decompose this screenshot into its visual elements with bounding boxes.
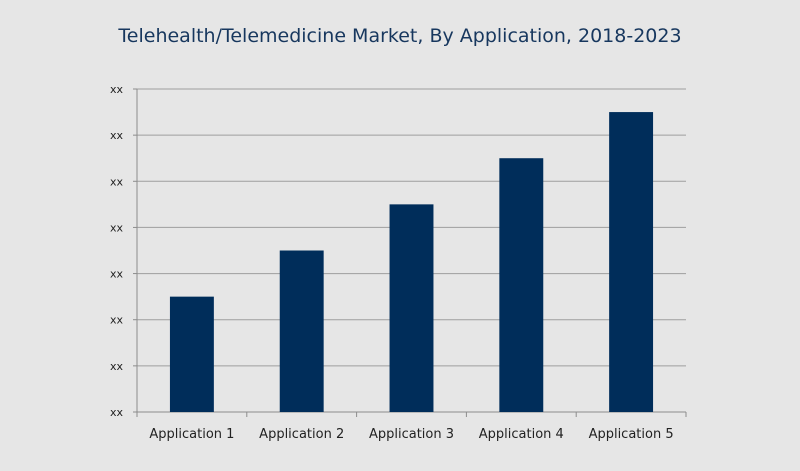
bar-3: [389, 204, 434, 412]
bar-1: [169, 296, 214, 412]
bar-5: [609, 112, 654, 413]
y-tick-label: xx: [110, 175, 124, 188]
bar-2: [279, 250, 324, 412]
x-tick-label: Application 2: [259, 427, 344, 442]
chart-title: Telehealth/Telemedicine Market, By Appli…: [117, 25, 681, 47]
x-tick-label: Application 3: [369, 427, 454, 442]
y-tick-label: xx: [110, 221, 124, 234]
y-tick-label: xx: [110, 268, 124, 281]
y-tick-label: xx: [110, 406, 124, 419]
y-tick-label: xx: [110, 314, 124, 327]
x-tick-label: Application 1: [149, 427, 234, 442]
bars: [169, 112, 654, 413]
bar-4: [499, 158, 544, 412]
y-tick-label: xx: [110, 129, 124, 142]
x-tick-label: Application 5: [589, 427, 674, 442]
y-tick-label: xx: [110, 360, 124, 373]
y-tick-labels: xx xx xx xx xx xx xx xx: [110, 83, 124, 419]
x-tick-label: Application 4: [479, 427, 564, 442]
y-tick-label: xx: [110, 83, 124, 96]
x-tick-labels: Application 1 Application 2 Application 3 A…: [149, 427, 673, 442]
